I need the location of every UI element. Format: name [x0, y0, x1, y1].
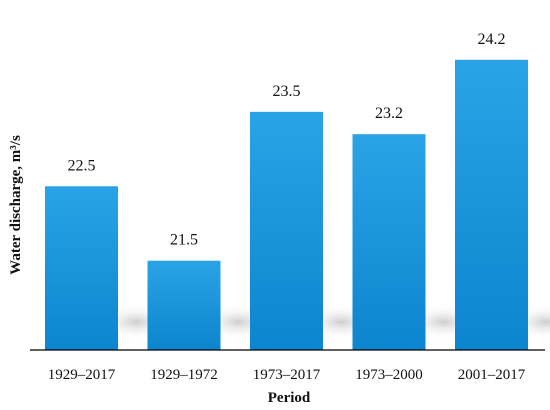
data-label: 23.5 — [273, 83, 301, 100]
x-axis-title: Period — [268, 390, 311, 406]
x-tick-label: 1929–1972 — [150, 367, 218, 383]
value-labels: 22.5 21.5 23.5 23.2 24.2 — [68, 31, 506, 249]
data-label: 22.5 — [68, 157, 96, 174]
data-label: 24.2 — [478, 31, 506, 48]
bar-1973–2000 — [352, 134, 426, 350]
data-label: 23.2 — [375, 105, 403, 122]
x-tick-label: 1973–2000 — [355, 367, 423, 383]
bar-2001–2017 — [455, 59, 528, 350]
bars — [45, 59, 528, 350]
bar-1929–2017 — [45, 186, 118, 350]
bar-1973–2017 — [250, 111, 323, 350]
x-tick-label: 1973–2017 — [253, 367, 321, 383]
x-tick-labels: 1929–2017 1929–1972 1973–2017 1973–2000 2001… — [48, 367, 526, 383]
data-label: 21.5 — [170, 232, 198, 249]
bar-1929–1972 — [147, 260, 221, 350]
x-tick-label: 1929–2017 — [48, 367, 116, 383]
y-axis-title: Water discharge, m³/s — [8, 135, 24, 275]
x-tick-label: 2001–2017 — [458, 367, 526, 383]
